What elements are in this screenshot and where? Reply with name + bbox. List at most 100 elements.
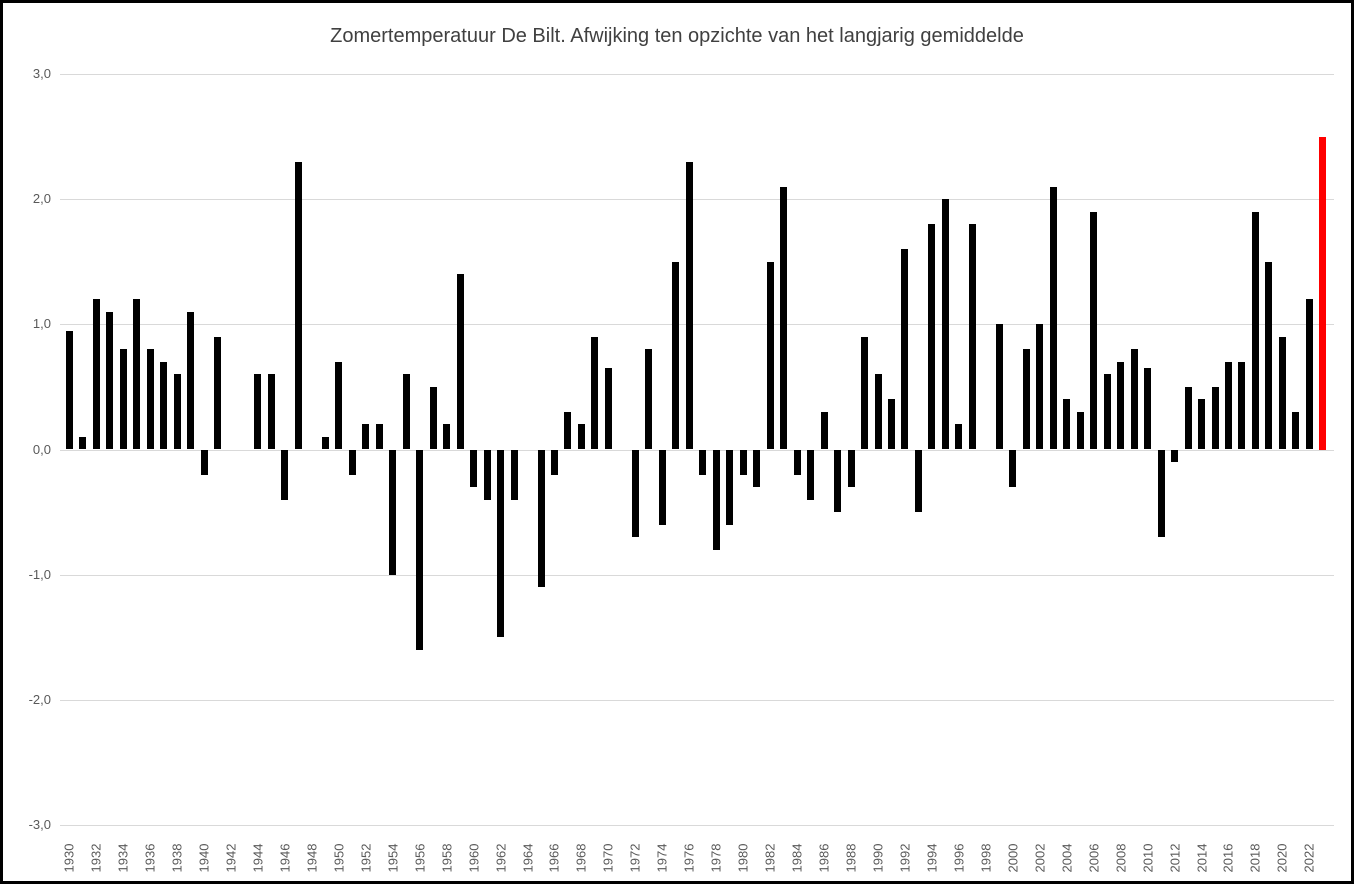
bar-1952 bbox=[362, 424, 370, 450]
x-axis-tick-label: 1936 bbox=[142, 843, 158, 873]
bar-1972 bbox=[631, 449, 639, 538]
x-axis-tick-label: 1950 bbox=[331, 843, 347, 873]
x-axis-tick-label: 1974 bbox=[654, 843, 670, 873]
x-axis-tick-label: 2014 bbox=[1194, 843, 1210, 873]
x-axis-tick-label: 1964 bbox=[520, 843, 536, 873]
bar-1959 bbox=[456, 274, 464, 450]
bar-1934 bbox=[119, 349, 127, 450]
bar-1970 bbox=[604, 368, 612, 450]
bar-1962 bbox=[497, 449, 505, 638]
bar-1968 bbox=[577, 424, 585, 450]
x-axis-tick-label: 1958 bbox=[439, 843, 455, 873]
x-axis-tick-label: 1976 bbox=[681, 843, 697, 873]
bar-1963 bbox=[510, 449, 518, 500]
x-axis-tick-label: 1960 bbox=[466, 843, 482, 873]
x-axis-tick-label: 1988 bbox=[843, 843, 859, 873]
bar-1979 bbox=[726, 449, 734, 525]
x-axis-tick-label: 2008 bbox=[1113, 843, 1129, 873]
x-axis-tick-label: 1932 bbox=[88, 843, 104, 873]
x-axis-tick-label: 1952 bbox=[358, 843, 374, 873]
bar-1975 bbox=[672, 261, 680, 450]
bar-2009 bbox=[1130, 349, 1138, 450]
bar-2008 bbox=[1117, 361, 1125, 450]
bar-1939 bbox=[187, 311, 195, 450]
bar-1947 bbox=[294, 161, 302, 450]
gridline bbox=[60, 825, 1334, 826]
bar-1980 bbox=[739, 449, 747, 475]
x-axis-tick-label: 1966 bbox=[546, 843, 562, 873]
bar-1935 bbox=[133, 299, 141, 450]
x-axis-tick-label: 2004 bbox=[1059, 843, 1075, 873]
x-axis-tick-label: 1940 bbox=[196, 843, 212, 873]
bar-2018 bbox=[1251, 211, 1259, 450]
x-axis-tick-label: 2006 bbox=[1086, 843, 1102, 873]
chart-title: Zomertemperatuur De Bilt. Afwijking ten … bbox=[330, 25, 1024, 47]
bar-2019 bbox=[1265, 261, 1273, 450]
y-axis-tick-label: -1,0 bbox=[28, 567, 51, 582]
y-axis-tick-label: 3,0 bbox=[32, 66, 51, 81]
gridline bbox=[60, 324, 1334, 325]
bar-2014 bbox=[1198, 399, 1206, 450]
x-axis-tick-label: 1954 bbox=[385, 843, 401, 873]
bar-1988 bbox=[847, 449, 855, 488]
bar-1967 bbox=[564, 411, 572, 450]
bar-2016 bbox=[1224, 361, 1232, 450]
bar-1990 bbox=[874, 374, 882, 450]
bar-1941 bbox=[213, 336, 221, 450]
bar-1982 bbox=[766, 261, 774, 450]
bar-1993 bbox=[914, 449, 922, 513]
bar-1931 bbox=[79, 436, 87, 450]
x-axis-tick-label: 2010 bbox=[1140, 843, 1156, 873]
bar-1977 bbox=[699, 449, 707, 475]
bar-2022 bbox=[1305, 299, 1313, 450]
x-axis-tick-label: 1942 bbox=[223, 843, 239, 873]
bar-1957 bbox=[429, 386, 437, 450]
x-axis-tick-label: 1938 bbox=[169, 843, 185, 873]
bar-1949 bbox=[321, 436, 329, 450]
bar-1956 bbox=[416, 449, 424, 650]
bar-1958 bbox=[443, 424, 451, 450]
bar-1974 bbox=[658, 449, 666, 525]
x-axis-tick-label: 1972 bbox=[627, 843, 643, 873]
bar-2003 bbox=[1049, 186, 1057, 450]
bar-2013 bbox=[1184, 386, 1192, 450]
x-axis-tick-label: 1980 bbox=[735, 843, 751, 873]
gridline bbox=[60, 74, 1334, 75]
gridline bbox=[60, 575, 1334, 576]
x-axis-tick-label: 1946 bbox=[277, 843, 293, 873]
bar-2011 bbox=[1157, 449, 1165, 538]
x-axis-tick-label: 1930 bbox=[61, 843, 77, 873]
x-axis-tick-label: 1986 bbox=[816, 843, 832, 873]
bar-1966 bbox=[550, 449, 558, 475]
x-axis-tick-label: 1948 bbox=[304, 843, 320, 873]
bar-2021 bbox=[1292, 411, 1300, 450]
bar-2002 bbox=[1036, 324, 1044, 450]
x-axis-tick-label: 2002 bbox=[1032, 843, 1048, 873]
bar-2012 bbox=[1171, 449, 1179, 463]
bar-1976 bbox=[685, 161, 693, 450]
bar-1969 bbox=[591, 336, 599, 450]
gridline bbox=[60, 700, 1334, 701]
bar-1951 bbox=[348, 449, 356, 475]
bar-1978 bbox=[712, 449, 720, 550]
x-axis-tick-label: 2022 bbox=[1301, 843, 1317, 873]
bar-1991 bbox=[887, 399, 895, 450]
y-axis-tick-label: 2,0 bbox=[32, 191, 51, 206]
bar-2023-highlight bbox=[1319, 136, 1327, 450]
bar-1953 bbox=[375, 424, 383, 450]
bar-1960 bbox=[470, 449, 478, 488]
bar-2017 bbox=[1238, 361, 1246, 450]
x-axis-tick-label: 1944 bbox=[250, 843, 266, 873]
bar-1987 bbox=[834, 449, 842, 513]
bar-1983 bbox=[780, 186, 788, 450]
bar-1965 bbox=[537, 449, 545, 588]
bar-2005 bbox=[1076, 411, 1084, 450]
x-axis-tick-label: 1992 bbox=[897, 843, 913, 873]
bar-1994 bbox=[928, 224, 936, 450]
x-axis-tick-label: 1982 bbox=[762, 843, 778, 873]
x-axis-tick-label: 1994 bbox=[924, 843, 940, 873]
x-axis-tick-label: 1956 bbox=[412, 843, 428, 873]
y-axis-tick-label: -3,0 bbox=[28, 817, 51, 832]
gridline bbox=[60, 199, 1334, 200]
